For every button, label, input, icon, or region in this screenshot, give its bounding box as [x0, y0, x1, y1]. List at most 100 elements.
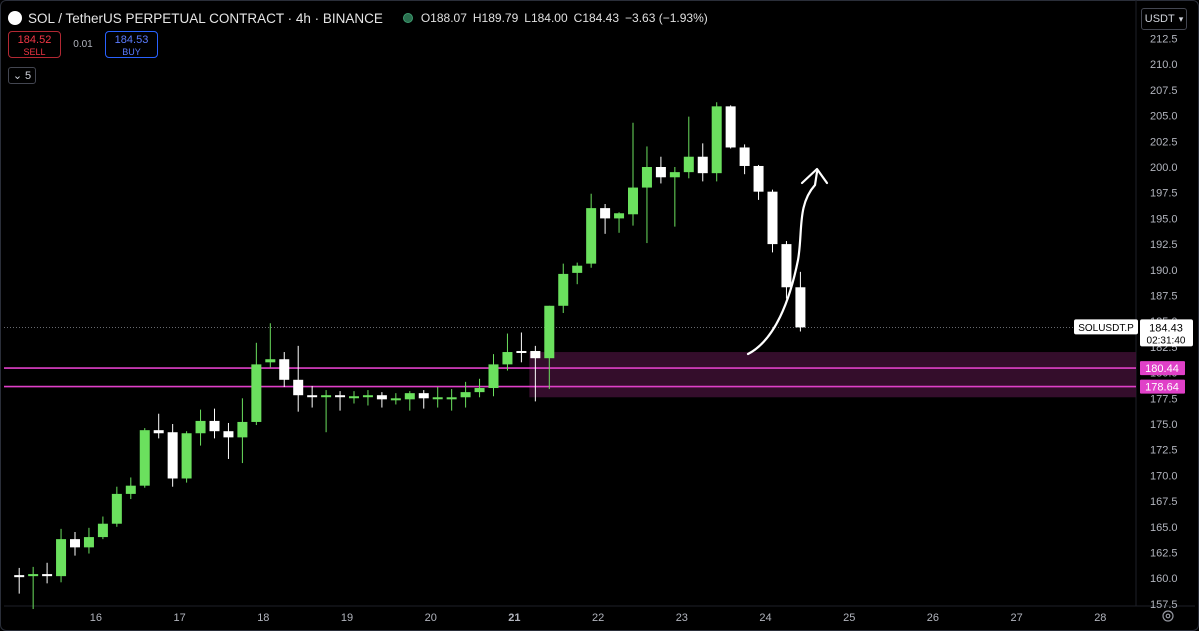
x-tick-label: 19: [341, 612, 353, 624]
candle-body: [362, 395, 373, 398]
candle-body: [265, 359, 276, 363]
candle[interactable]: [725, 105, 736, 149]
candle[interactable]: [195, 409, 206, 446]
candle[interactable]: [641, 146, 652, 244]
candle[interactable]: [460, 381, 471, 408]
level-price-text: 180.44: [1145, 363, 1179, 375]
sell-button[interactable]: 184.52 SELL: [8, 31, 61, 58]
candle-body: [502, 352, 513, 365]
level-price-tag: 180.44: [1140, 361, 1185, 376]
candle[interactable]: [558, 263, 569, 313]
candle-body: [767, 191, 778, 245]
candle-body: [139, 430, 150, 486]
candle[interactable]: [56, 528, 67, 583]
candle[interactable]: [237, 398, 248, 464]
candle[interactable]: [404, 391, 415, 411]
candle[interactable]: [669, 167, 680, 227]
y-tick-label: 160.0: [1150, 573, 1178, 585]
candle[interactable]: [711, 102, 722, 182]
candle[interactable]: [83, 527, 94, 554]
candle[interactable]: [390, 393, 401, 405]
candle[interactable]: [767, 189, 778, 253]
currency-select[interactable]: USDT ▾: [1141, 8, 1187, 30]
candle[interactable]: [28, 566, 39, 610]
support-zone: [529, 352, 1136, 398]
candle[interactable]: [279, 352, 290, 387]
candle[interactable]: [139, 428, 150, 488]
candle[interactable]: [293, 345, 304, 412]
indicators-toggle-button[interactable]: ⌄ 5: [8, 67, 36, 84]
candle-body: [97, 523, 108, 538]
candle[interactable]: [502, 333, 513, 371]
candle[interactable]: [655, 156, 666, 184]
candle[interactable]: [418, 390, 429, 409]
candle[interactable]: [251, 342, 262, 426]
candle[interactable]: [530, 345, 541, 402]
candle[interactable]: [70, 531, 80, 556]
candle[interactable]: [781, 241, 792, 299]
candle[interactable]: [614, 212, 625, 233]
candle[interactable]: [307, 385, 318, 408]
candle[interactable]: [167, 424, 178, 487]
market-status-icon: [402, 13, 413, 23]
chart-header: SOL / TetherUS PERPETUAL CONTRACT · 4h ·…: [8, 8, 708, 28]
candle[interactable]: [753, 164, 764, 200]
sell-price: 184.52: [17, 34, 52, 46]
candle[interactable]: [432, 386, 443, 408]
candle[interactable]: [335, 391, 346, 411]
candle[interactable]: [628, 122, 638, 226]
candle[interactable]: [153, 413, 164, 439]
candle[interactable]: [376, 392, 387, 408]
y-tick-label: 170.0: [1150, 470, 1178, 482]
candle-body: [83, 537, 94, 548]
symbol-title[interactable]: SOL / TetherUS PERPETUAL CONTRACT · 4h ·…: [28, 10, 383, 26]
candle[interactable]: [516, 332, 527, 363]
candle[interactable]: [446, 389, 457, 411]
candle-body: [125, 485, 136, 494]
symbol-tag-text: SOLUSDT.P: [1078, 323, 1134, 334]
y-tick-label: 187.5: [1150, 291, 1178, 303]
candle[interactable]: [14, 567, 25, 594]
candle-body: [42, 574, 53, 577]
candle[interactable]: [349, 391, 359, 404]
candle-body: [321, 395, 332, 398]
candle[interactable]: [97, 516, 108, 540]
candle-body: [418, 393, 429, 399]
candle[interactable]: [683, 116, 694, 179]
candle-body: [544, 305, 555, 359]
candle[interactable]: [125, 477, 136, 500]
candle[interactable]: [42, 562, 53, 584]
candle-body: [586, 208, 597, 264]
candle[interactable]: [697, 143, 708, 182]
candle-body: [195, 420, 206, 434]
candle[interactable]: [600, 204, 611, 234]
candle-body: [795, 287, 806, 328]
candle[interactable]: [488, 354, 499, 397]
candle-body: [167, 432, 178, 479]
candle[interactable]: [111, 486, 122, 527]
candle[interactable]: [739, 144, 750, 175]
buy-label: BUY: [122, 47, 141, 57]
candle[interactable]: [474, 378, 485, 398]
candle-body: [307, 395, 318, 398]
candle-body: [390, 398, 401, 401]
candle-body: [655, 167, 666, 178]
candle[interactable]: [544, 305, 555, 390]
candle-body: [446, 397, 457, 400]
candle[interactable]: [223, 422, 234, 459]
candle[interactable]: [795, 271, 806, 332]
candle-body: [460, 392, 471, 398]
candle[interactable]: [572, 262, 583, 285]
candle[interactable]: [209, 408, 220, 439]
candle[interactable]: [321, 390, 332, 433]
last-price-value: 184.43: [1149, 322, 1183, 334]
candle[interactable]: [362, 390, 373, 406]
candle[interactable]: [265, 323, 276, 368]
settings-icon[interactable]: [1162, 610, 1174, 622]
candle[interactable]: [586, 193, 597, 268]
candle[interactable]: [181, 431, 192, 483]
buy-button[interactable]: 184.53 BUY: [105, 31, 158, 58]
y-tick-label: 195.0: [1150, 213, 1178, 225]
x-tick-label: 22: [592, 612, 604, 624]
